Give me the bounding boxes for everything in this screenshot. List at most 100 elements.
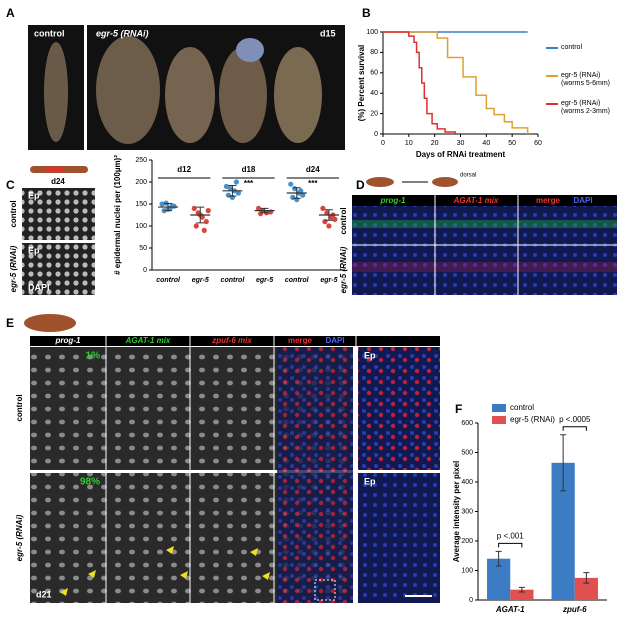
row-label: egr-5 (RNAi) xyxy=(9,245,18,292)
image-label: Ep xyxy=(364,476,376,486)
data-point xyxy=(201,227,207,233)
bar xyxy=(574,577,598,600)
panel-label: A xyxy=(6,6,15,20)
survival-line xyxy=(383,31,529,134)
x-tick-label: AGAT-1 xyxy=(495,605,525,614)
y-tick-label: 0 xyxy=(469,597,473,604)
header-bar xyxy=(30,336,440,346)
data-point xyxy=(227,186,234,192)
schematic-label: dorsal xyxy=(460,173,476,179)
data-point xyxy=(235,190,242,196)
data-point xyxy=(288,181,294,187)
error-bar xyxy=(260,207,269,214)
y-tick-label: 80 xyxy=(370,49,378,56)
data-point xyxy=(324,210,330,216)
row-label: control xyxy=(9,200,18,227)
image-label: Ep xyxy=(28,245,40,255)
image xyxy=(22,188,95,240)
y-tick-label: 0 xyxy=(374,131,378,138)
y-tick-label: 500 xyxy=(461,449,473,456)
worm xyxy=(236,38,264,62)
column-header: prog-1 xyxy=(55,336,81,345)
significance: *** xyxy=(244,179,254,188)
error-bar xyxy=(196,206,205,224)
y-tick-label: 20 xyxy=(370,110,378,117)
bar xyxy=(487,558,511,600)
data-point xyxy=(298,188,304,194)
image xyxy=(352,220,617,228)
error-bar xyxy=(292,187,301,199)
x-tick-label: 60 xyxy=(534,140,542,147)
worm xyxy=(44,42,68,142)
column-header: AGAT-1 mix xyxy=(125,336,171,345)
image-label: Ep xyxy=(28,190,40,200)
schematic xyxy=(24,314,76,332)
y-tick-label: 250 xyxy=(135,157,147,164)
row-label: control xyxy=(339,207,348,234)
y-axis-label: Average intensity per pixel xyxy=(452,461,461,563)
panel-label: B xyxy=(362,6,371,20)
data-point xyxy=(159,201,165,207)
column-header: zpuf-6 mix xyxy=(211,336,252,345)
data-point xyxy=(205,208,211,214)
column-header: DAPI xyxy=(325,336,344,345)
data-point xyxy=(161,208,167,214)
legend-label: egr-5 (RNAi) (worms 5-6mm) xyxy=(561,72,610,87)
data-point xyxy=(255,205,262,211)
image xyxy=(358,347,440,470)
x-tick-label: control xyxy=(285,277,310,284)
x-tick-label: egr-5 xyxy=(320,277,337,284)
image xyxy=(352,262,617,272)
error-bar xyxy=(495,550,502,567)
panel-label: C xyxy=(6,178,15,192)
bar xyxy=(510,589,534,600)
legend-swatch xyxy=(492,404,506,412)
image-label: Ep xyxy=(364,350,376,360)
y-tick-label: 40 xyxy=(370,90,378,97)
y-tick-label: 400 xyxy=(461,479,473,486)
data-point xyxy=(332,216,338,222)
worm xyxy=(274,47,322,143)
error-bar xyxy=(324,209,333,221)
legend-label: egr-5 (RNAi) (worms 2-3mm) xyxy=(561,100,610,115)
schematic xyxy=(432,177,458,187)
error-bar xyxy=(164,203,173,212)
worm xyxy=(165,47,215,143)
y-tick-label: 150 xyxy=(135,201,147,208)
row-label: egr-5 (RNAi) xyxy=(15,514,24,561)
panel-label: D xyxy=(356,178,365,192)
y-tick-label: 60 xyxy=(370,70,378,77)
column-header: DAPI xyxy=(573,196,592,205)
data-point xyxy=(223,183,230,189)
schematic xyxy=(366,177,394,187)
x-tick-label: zpuf-6 xyxy=(562,605,587,614)
y-tick-label: 200 xyxy=(461,538,473,545)
group-label: d18 xyxy=(242,165,256,174)
legend-swatch xyxy=(492,416,506,424)
worm xyxy=(96,36,160,144)
y-tick-label: 100 xyxy=(135,223,147,230)
y-tick-label: 300 xyxy=(461,508,473,515)
x-tick-label: 0 xyxy=(381,140,385,147)
inset-box xyxy=(314,579,336,601)
legend-label: egr-5 (RNAi) xyxy=(510,415,555,424)
image xyxy=(277,347,353,603)
image-label: egr-5 (RNAi) xyxy=(96,28,149,38)
x-tick-label: egr-5 xyxy=(192,277,209,284)
data-point xyxy=(326,223,332,229)
legend-label: control xyxy=(510,403,534,412)
worm xyxy=(219,47,267,143)
significance-bracket xyxy=(498,542,523,548)
image-label: d15 xyxy=(320,28,336,38)
y-tick-label: 100 xyxy=(461,567,473,574)
legend-label: control xyxy=(561,44,583,51)
column-header: d24 xyxy=(51,177,65,186)
error-bar xyxy=(560,434,567,492)
x-tick-label: 30 xyxy=(457,140,465,147)
percent-label: 98% xyxy=(80,477,100,488)
image xyxy=(22,243,95,295)
x-axis-label: Days of RNAi treatment xyxy=(416,150,506,159)
y-tick-label: 600 xyxy=(461,420,473,427)
error-bar xyxy=(228,185,237,197)
